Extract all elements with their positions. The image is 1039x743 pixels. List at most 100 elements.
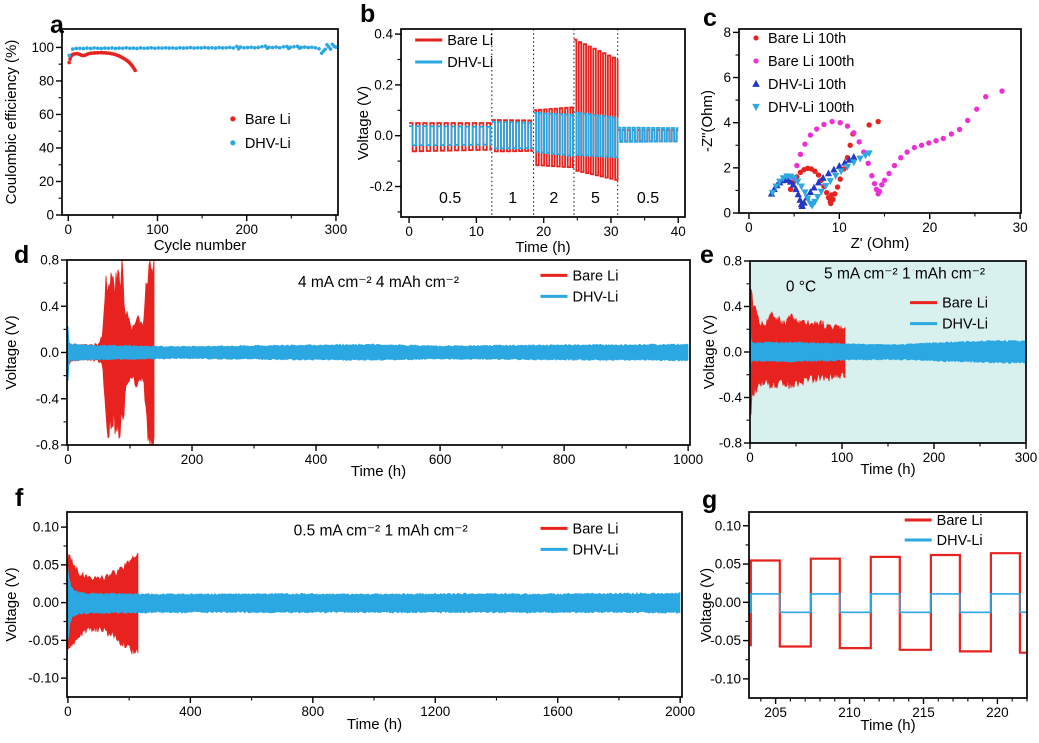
panel-a-label: a	[50, 11, 64, 39]
svg-text:0.10: 0.10	[33, 520, 59, 535]
panel-b-chart: 0 10 20 30 40 -0.2 0.0 0.2 0.4 Time (h) Voltage (V…	[355, 27, 686, 256]
svg-text:-0.05: -0.05	[710, 633, 741, 648]
plot-border	[61, 28, 339, 216]
svg-text:DHV-Li: DHV-Li	[572, 289, 618, 305]
svg-text:4: 4	[723, 115, 731, 130]
series-bare-li	[749, 552, 1027, 654]
svg-text:Bare Li: Bare Li	[942, 296, 988, 312]
legend: Bare Li DHV-Li	[415, 33, 493, 71]
svg-text:0.4: 0.4	[40, 299, 59, 314]
svg-text:Bare Li: Bare Li	[447, 33, 493, 49]
panel-g-label: g	[702, 486, 718, 514]
y-axis-label: -Z"(Ohm)	[699, 90, 716, 152]
series-area	[767, 88, 1005, 210]
legend: Bare Li DHV-Li	[910, 296, 988, 333]
series-area	[750, 289, 1026, 415]
svg-text:200: 200	[235, 222, 258, 237]
x-axis-label: Cycle number	[154, 237, 247, 254]
svg-text:0.00: 0.00	[715, 595, 741, 610]
svg-text:1600: 1600	[543, 704, 573, 719]
svg-text:-0.05: -0.05	[28, 633, 59, 648]
svg-text:DHV-Li 100th: DHV-Li 100th	[768, 100, 854, 116]
panel-e-chart: 0 100 200 300 -0.8 -0.4 0.0 0.4 0.8 Time (h) Volta…	[701, 254, 1037, 479]
svg-text:30: 30	[1013, 220, 1028, 235]
plot-border	[66, 259, 691, 446]
series-area	[67, 552, 681, 655]
x-axis: 0 200 400 600 800 1000	[64, 445, 703, 467]
svg-text:0.05: 0.05	[33, 557, 59, 572]
svg-text:0.00: 0.00	[33, 595, 59, 610]
legend: Bare Li 10th Bare Li 100th DHV-Li 10th DHV-…	[752, 31, 854, 116]
svg-text:205: 205	[764, 705, 787, 720]
svg-text:100: 100	[831, 450, 854, 465]
svg-text:220: 220	[986, 705, 1009, 720]
svg-text:1000: 1000	[673, 452, 703, 467]
x-axis-label: Time (h)	[515, 239, 570, 256]
series-area	[409, 38, 679, 181]
series-dhv-li	[750, 322, 1026, 378]
svg-text:60: 60	[39, 107, 54, 122]
svg-text:Bare Li: Bare Li	[245, 112, 291, 128]
panel-b-label: b	[360, 0, 376, 28]
annotation: 0.5	[637, 190, 659, 207]
svg-text:-0.4: -0.4	[36, 391, 60, 406]
svg-text:6: 6	[723, 70, 731, 85]
legend: Bare Li DHV-Li	[540, 521, 619, 558]
series-dhv-li	[409, 111, 679, 159]
svg-text:0: 0	[745, 220, 753, 235]
svg-text:0: 0	[405, 224, 413, 239]
x-axis: 205 210 215 220	[760, 698, 1028, 720]
svg-text:0.0: 0.0	[723, 345, 742, 360]
svg-text:-0.8: -0.8	[36, 438, 59, 453]
x-axis: 0 400 800 1200 1600 2000	[64, 697, 695, 719]
annotation: 0 °C	[786, 278, 816, 295]
annotation: 5 mA cm⁻² 1 mAh cm⁻²	[824, 266, 985, 283]
series-area	[67, 260, 689, 445]
svg-text:-0.10: -0.10	[28, 671, 59, 686]
series-dhv-li	[749, 593, 1027, 614]
svg-text:80: 80	[39, 73, 54, 88]
svg-text:DHV-Li: DHV-Li	[942, 317, 988, 333]
svg-text:0.4: 0.4	[374, 27, 393, 42]
svg-text:Bare Li: Bare Li	[573, 521, 619, 537]
svg-text:0: 0	[64, 222, 72, 237]
series-dhv-li	[67, 326, 689, 381]
series-area	[749, 552, 1027, 654]
panel-d-chart: 0 200 400 600 800 1000 -0.8 -0.4 0.0 0.4 0.8 Time (…	[3, 253, 703, 481]
svg-text:0.05: 0.05	[715, 557, 741, 572]
svg-text:Bare Li: Bare Li	[937, 513, 983, 529]
y-axis-label: Voltage (V)	[701, 315, 718, 389]
series-bare-li-10th	[787, 118, 881, 207]
svg-text:0: 0	[64, 452, 72, 467]
svg-text:200: 200	[181, 452, 204, 467]
panel-f-chart: 0 400 800 1200 1600 2000 -0.10 -0.05 0.00 0.05 0.1…	[3, 511, 695, 733]
svg-text:400: 400	[305, 452, 328, 467]
svg-text:0.0: 0.0	[374, 128, 393, 143]
x-axis-label: Time (h)	[347, 716, 402, 733]
svg-text:210: 210	[838, 705, 861, 720]
svg-text:40: 40	[39, 140, 54, 155]
svg-text:100: 100	[146, 222, 169, 237]
svg-text:DHV-Li: DHV-Li	[937, 533, 983, 549]
svg-text:DHV-Li: DHV-Li	[245, 136, 291, 152]
rate-divider-lines	[491, 29, 619, 217]
svg-text:2: 2	[723, 160, 731, 175]
svg-text:-0.10: -0.10	[710, 671, 741, 686]
x-axis-label: Time (h)	[351, 463, 406, 480]
svg-text:Bare Li 10th: Bare Li 10th	[768, 31, 846, 47]
y-axis: -0.8 -0.4 0.0 0.4 0.8	[36, 253, 67, 453]
svg-text:Bare Li: Bare Li	[572, 268, 618, 284]
svg-text:0.2: 0.2	[374, 77, 393, 92]
x-axis-label: Time (h)	[860, 461, 915, 478]
x-axis: 0 100 200 300	[746, 443, 1037, 465]
svg-text:40: 40	[671, 224, 686, 239]
annotation: 5	[591, 190, 600, 207]
panel-c-chart: 0 10 20 30 0 2 4 6 8 Z' (Ohm) -Z"(Ohm) Bare Li 10th…	[699, 25, 1028, 252]
svg-text:800: 800	[553, 452, 576, 467]
series-dhv-li	[67, 568, 681, 640]
y-axis-label: Voltage (V)	[698, 568, 715, 642]
svg-text:-0.2: -0.2	[370, 179, 393, 194]
svg-text:2000: 2000	[665, 704, 695, 719]
svg-text:800: 800	[302, 704, 325, 719]
